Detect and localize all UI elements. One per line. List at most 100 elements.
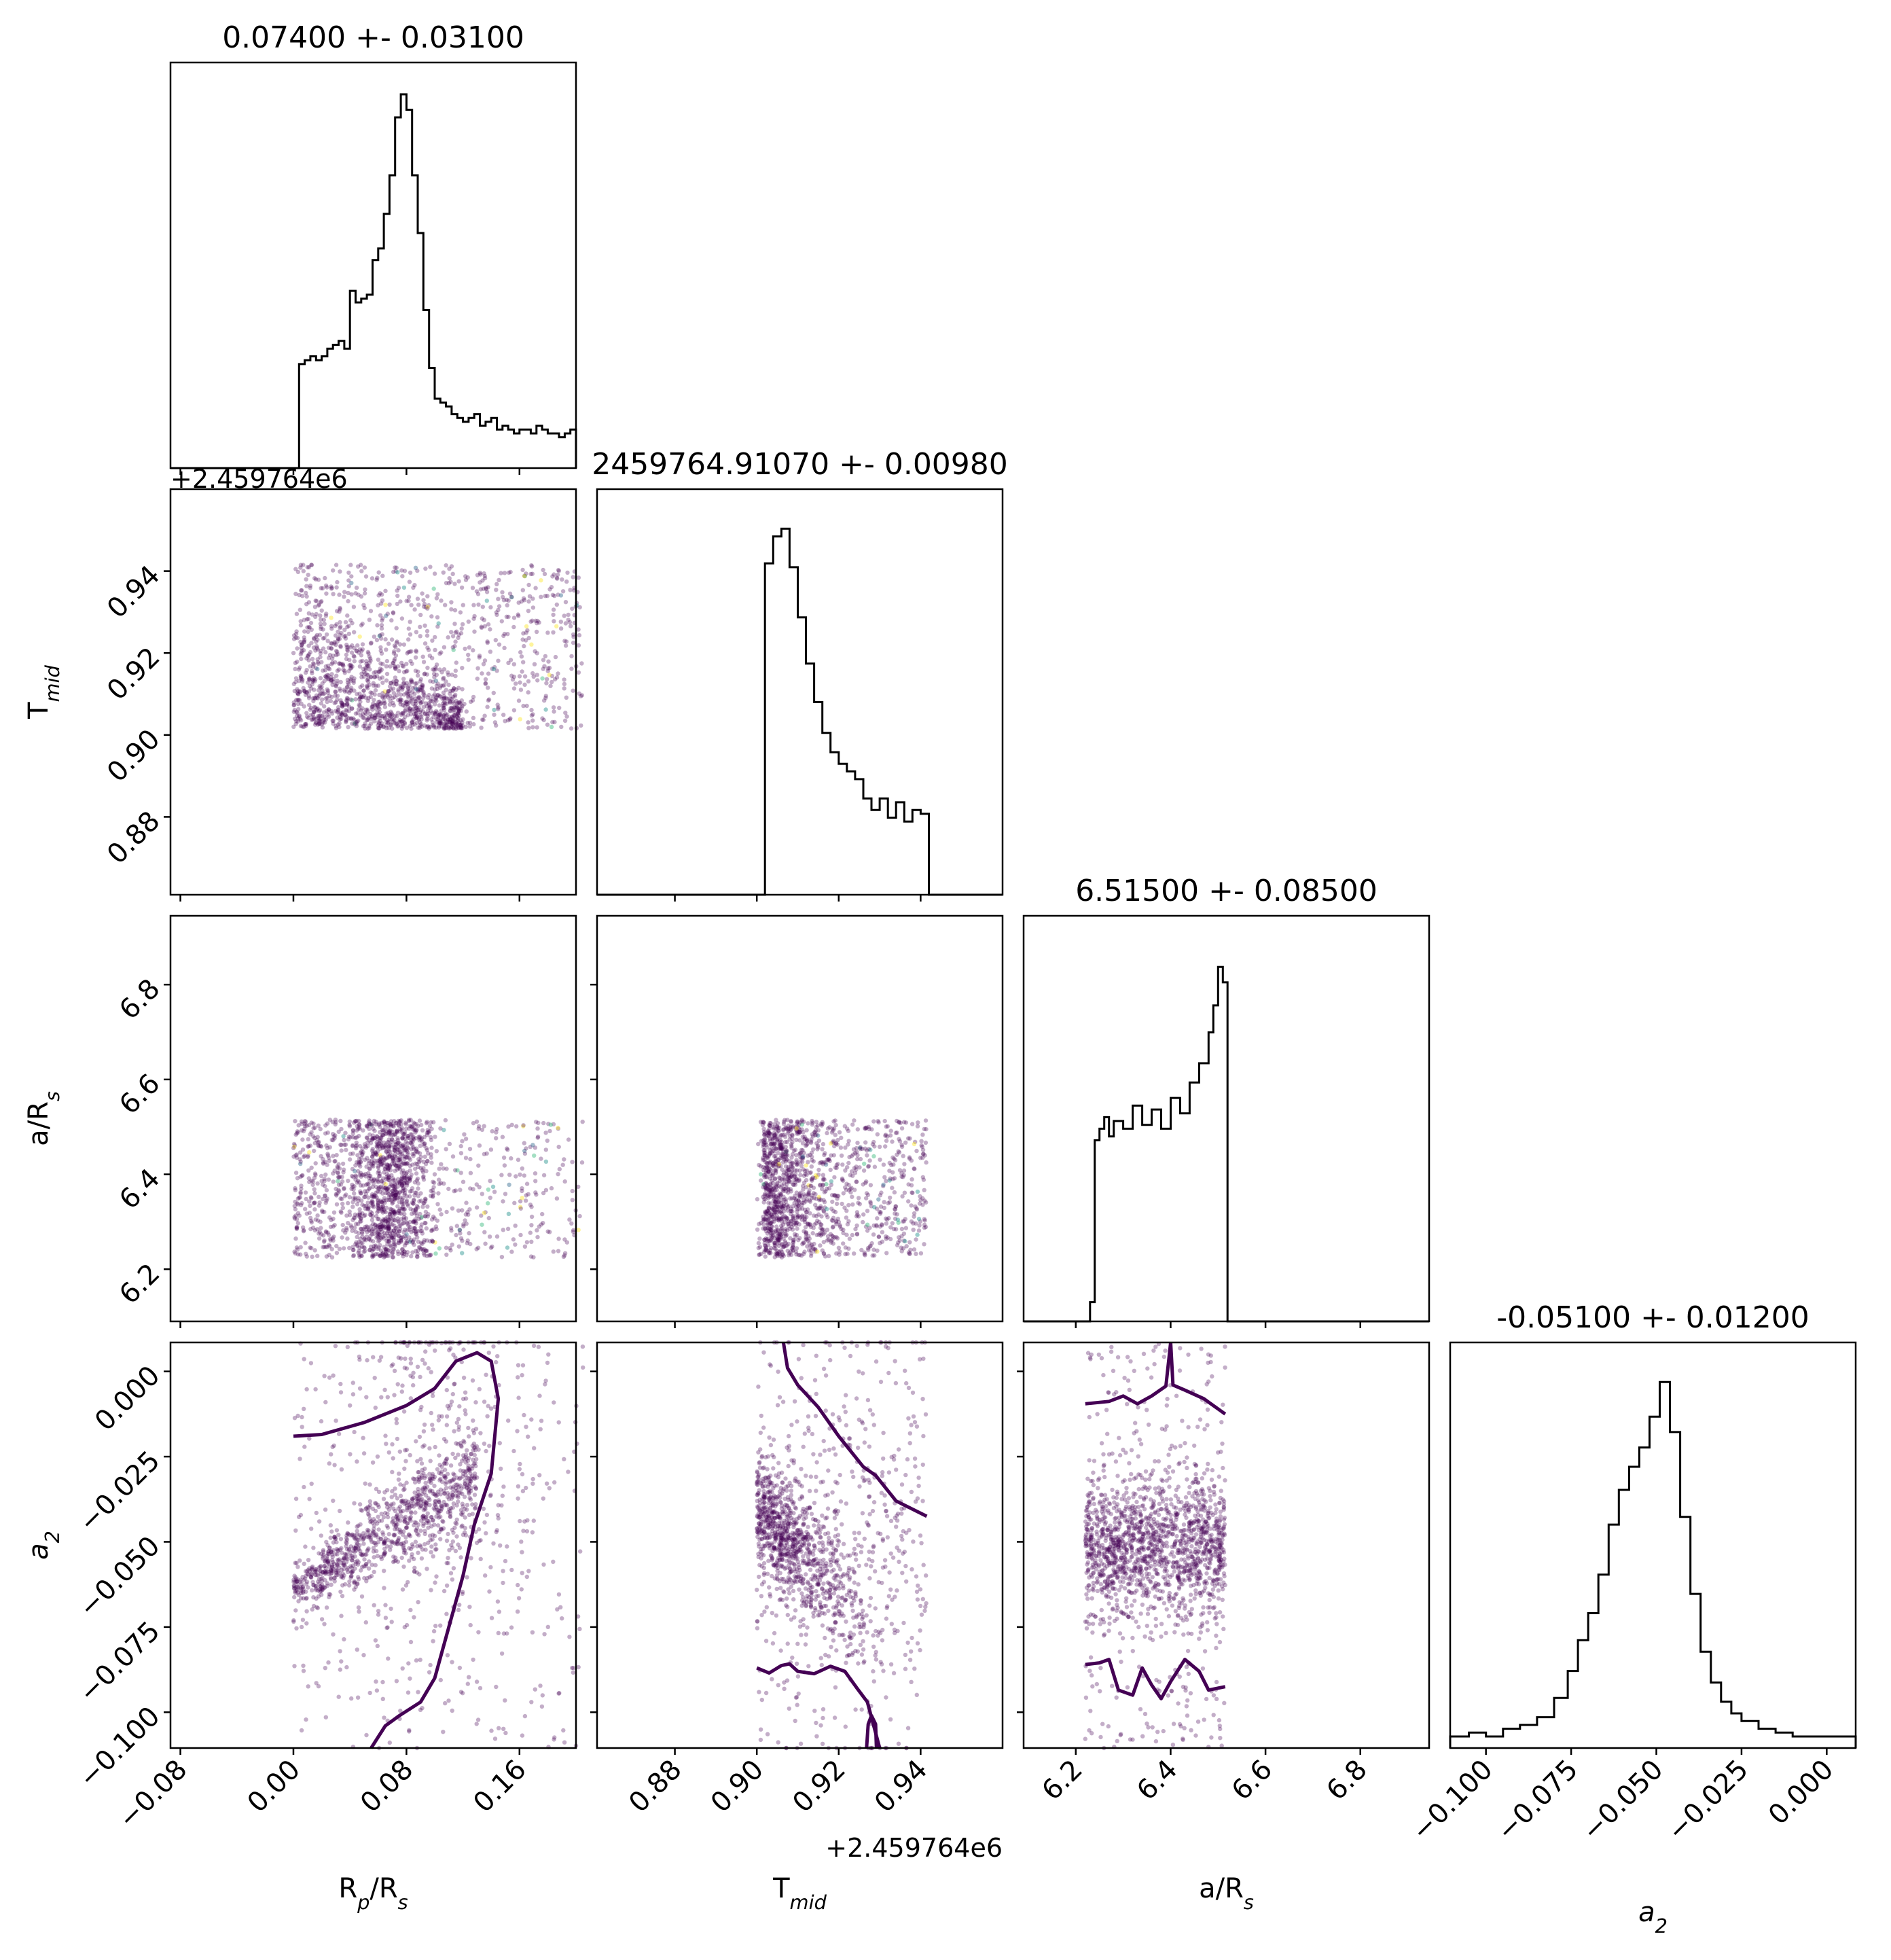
scatter-point (359, 695, 364, 700)
scatter-point (530, 605, 536, 610)
scatter-point (352, 659, 357, 664)
scatter-point (360, 658, 365, 664)
scatter-point (562, 613, 566, 618)
scatter-point (406, 637, 411, 642)
scatter-point (423, 1162, 429, 1166)
scatter-point (506, 570, 511, 575)
scatter-point (557, 705, 562, 711)
scatter-point (448, 709, 452, 713)
scatter-point (568, 588, 573, 592)
scatter-point (302, 722, 308, 727)
scatter-point (367, 1132, 372, 1137)
scatter-point (392, 1193, 397, 1198)
scatter-point (291, 1145, 296, 1151)
scatter-point (456, 579, 461, 584)
scatter-point (414, 681, 419, 685)
scatter-point (377, 1238, 382, 1243)
scatter-point (818, 1122, 824, 1126)
scatter-point (808, 1211, 812, 1216)
scatter-point (296, 667, 302, 672)
scatter-point (429, 1155, 433, 1160)
scatter-point (416, 696, 420, 700)
scatter-point (383, 1433, 388, 1438)
scatter-point (397, 1181, 403, 1186)
scatter-point (548, 683, 553, 688)
scatter-point (311, 637, 317, 641)
scatter-point (333, 690, 338, 694)
scatter-point (758, 1164, 763, 1169)
scatter-point (494, 723, 499, 728)
scatter-point (340, 662, 345, 666)
scatter-point (529, 1239, 534, 1245)
scatter-point (522, 573, 527, 579)
scatter-point (437, 1246, 442, 1251)
scatter-point (401, 717, 406, 722)
scatter-point (784, 1182, 789, 1187)
scatter-point (564, 695, 569, 700)
scatter-point (444, 1147, 448, 1152)
scatter-point (551, 607, 556, 612)
scatter-point (766, 1217, 770, 1222)
scatter-point (562, 686, 566, 691)
scatter-point (486, 697, 492, 702)
scatter-point (518, 1206, 523, 1211)
scatter-point (298, 690, 302, 694)
scatter-point (568, 624, 573, 628)
scatter-point (372, 683, 376, 688)
scatter-point (412, 1180, 417, 1185)
scatter-point (835, 1196, 840, 1201)
scatter-point (778, 1235, 782, 1241)
scatter-point (762, 1158, 767, 1162)
scatter-point (467, 1207, 472, 1212)
scatter-point (408, 1175, 413, 1180)
scatter-point (302, 1126, 307, 1131)
scatter-point (815, 1249, 820, 1254)
scatter-point (331, 721, 336, 726)
scatter-point (299, 643, 304, 647)
scatter-point (522, 1244, 528, 1249)
scatter-point (345, 677, 350, 682)
scatter-point (863, 1180, 868, 1186)
scatter-point (324, 611, 329, 616)
scatter-point (506, 598, 511, 603)
scatter-point (502, 1163, 507, 1168)
scatter-point (397, 1158, 403, 1162)
scatter-point (354, 1222, 359, 1226)
scatter-point (556, 1172, 560, 1177)
scatter-point (389, 1119, 394, 1124)
scatter-point (915, 1232, 920, 1237)
scatter-point (422, 623, 427, 628)
scatter-point (906, 1136, 911, 1141)
scatter-point (363, 1157, 367, 1162)
scatter-point (312, 1148, 317, 1154)
scatter-point (295, 692, 301, 696)
scatter-point (340, 1583, 345, 1588)
scatter-point (393, 675, 398, 680)
scatter-point (390, 696, 395, 700)
scatter-point (304, 656, 309, 661)
scatter-point (410, 719, 414, 724)
scatter-point (322, 622, 327, 626)
scatter-point (464, 1200, 469, 1205)
scatter-points-layer (291, 563, 1227, 1751)
scatter-point (369, 716, 374, 721)
scatter-point (391, 719, 395, 724)
scatter-point (450, 719, 454, 724)
scatter-point (418, 1158, 422, 1163)
scatter-point (325, 696, 330, 700)
scatter-point (454, 1534, 459, 1539)
scatter-point (842, 1205, 847, 1210)
scatter-point (425, 665, 430, 671)
scatter-point (346, 631, 352, 637)
scatter-point (366, 1227, 372, 1232)
scatter-point (520, 588, 525, 592)
scatter-point (319, 586, 323, 590)
scatter-point (313, 677, 318, 682)
scatter-point (409, 677, 414, 682)
scatter-point (302, 704, 306, 709)
scatter-point (458, 701, 463, 707)
scatter-point (404, 599, 409, 603)
scatter-point (333, 660, 338, 665)
scatter-point (340, 1594, 345, 1599)
scatter-point (295, 635, 300, 641)
